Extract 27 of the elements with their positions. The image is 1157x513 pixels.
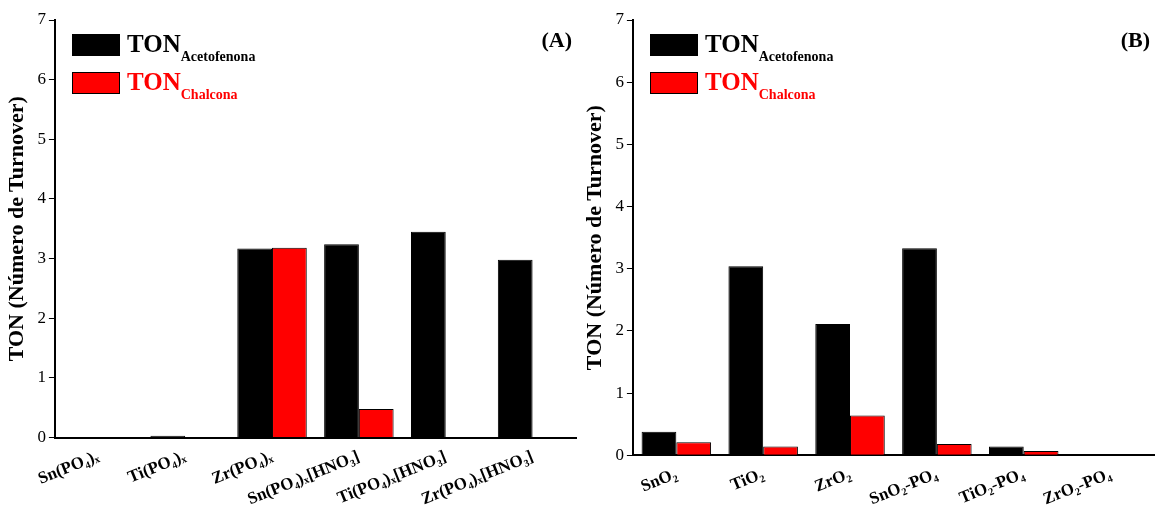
y-tick-label: 6 (37, 69, 46, 89)
y-tick-label: 0 (615, 444, 624, 464)
y-tick-label: 5 (615, 133, 624, 153)
legend-label: TON$_{Acetofenona}$ (127, 30, 256, 64)
y-tick-label: 3 (615, 258, 624, 278)
y-tick-label: 4 (615, 196, 625, 216)
annotation: (A) (541, 26, 572, 52)
x-tick-label: TiO₂ (727, 463, 767, 495)
y-axis-title: TON (Número de Turnover) (580, 105, 606, 371)
y-tick-label: 2 (37, 307, 46, 327)
y-tick-label: 4 (37, 188, 47, 208)
y-tick-label: 7 (37, 9, 47, 29)
y-axis-title: TON (Número de Turnover) (2, 96, 28, 362)
y-tick-label: 1 (37, 367, 46, 387)
legend-label: TON$_{Chalcona}$ (705, 68, 816, 104)
y-tick-label: 3 (37, 248, 46, 268)
legend-label: TON$_{Acetofenona}$ (705, 30, 834, 64)
legend-label: TON$_{Chalcona}$ (127, 68, 238, 104)
y-tick-label: 2 (615, 320, 624, 340)
y-tick-label: 1 (615, 382, 624, 402)
y-tick-label: 5 (37, 128, 46, 148)
x-tick-label: ZrO₂ (811, 463, 854, 496)
y-tick-label: 0 (37, 427, 46, 446)
y-tick-label: 7 (615, 9, 625, 29)
x-tick-label: SnO₂ (637, 463, 680, 496)
y-tick-label: 6 (615, 71, 624, 91)
annotation: (B) (1120, 26, 1150, 52)
